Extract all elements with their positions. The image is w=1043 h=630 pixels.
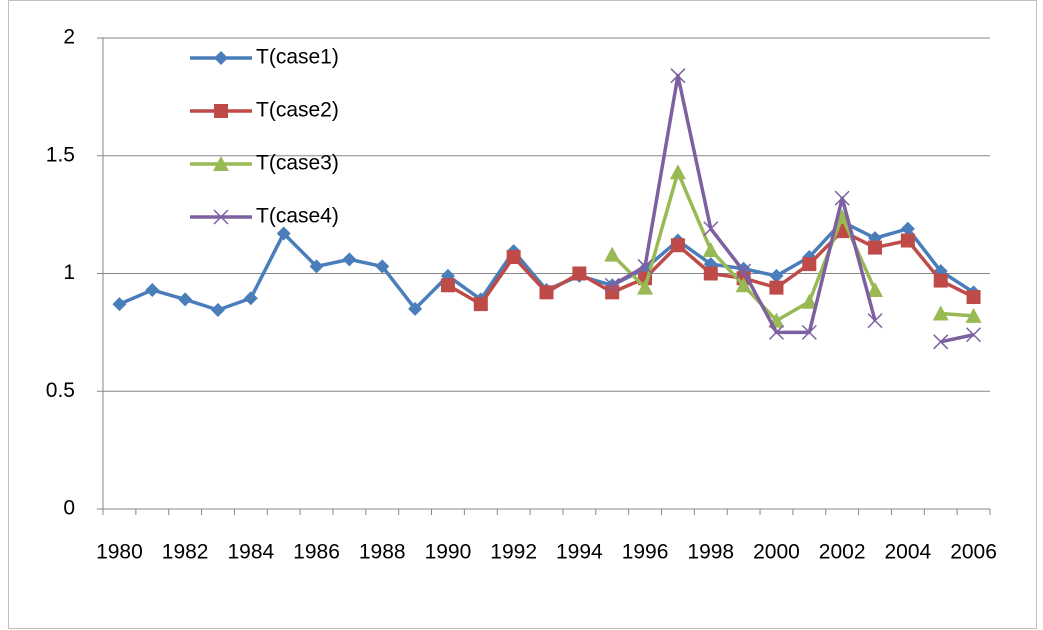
y-tick-label: 0 — [63, 497, 75, 520]
marker — [867, 281, 884, 297]
x-tick-label: 2006 — [950, 541, 997, 564]
marker — [539, 285, 554, 300]
marker — [506, 250, 521, 265]
marker — [178, 292, 193, 307]
legend-label: T(case1) — [256, 46, 339, 69]
marker — [801, 293, 818, 309]
x-tick-label: 2004 — [885, 541, 932, 564]
y-tick-label: 0.5 — [46, 379, 75, 402]
y-tick-label: 1.5 — [46, 143, 75, 166]
x-tick-label: 1998 — [687, 541, 734, 564]
marker — [213, 209, 229, 225]
x-tick-label: 1994 — [556, 541, 603, 564]
marker — [243, 291, 258, 306]
marker — [112, 297, 127, 312]
marker — [375, 259, 390, 274]
marker — [703, 266, 718, 281]
marker — [342, 252, 357, 267]
marker — [214, 51, 228, 65]
marker — [702, 241, 719, 257]
marker — [966, 327, 982, 343]
y-tick-label: 1 — [63, 261, 75, 284]
x-tick-label: 1990 — [425, 541, 472, 564]
x-tick-label: 1984 — [227, 541, 274, 564]
x-tick-label: 2000 — [753, 541, 800, 564]
marker — [868, 240, 883, 255]
chart-frame — [8, 0, 1037, 629]
marker — [703, 221, 719, 237]
x-tick-label: 1992 — [490, 541, 537, 564]
x-tick-label: 1988 — [359, 541, 406, 564]
marker — [637, 279, 654, 295]
marker — [670, 238, 685, 253]
marker — [802, 257, 817, 272]
marker — [145, 282, 160, 297]
marker — [276, 226, 291, 241]
marker — [965, 307, 982, 323]
x-tick-label: 1982 — [162, 541, 209, 564]
marker — [670, 68, 686, 84]
marker — [769, 268, 784, 283]
marker — [933, 334, 949, 350]
marker — [801, 324, 817, 340]
marker — [210, 303, 225, 318]
marker — [637, 258, 653, 274]
y-tick-label: 2 — [63, 26, 75, 49]
marker — [867, 313, 883, 329]
marker — [214, 104, 228, 118]
x-tick-label: 1996 — [622, 541, 669, 564]
x-tick-label: 1980 — [96, 541, 143, 564]
marker — [834, 190, 850, 206]
marker — [213, 156, 229, 171]
marker — [604, 277, 620, 293]
marker — [932, 305, 949, 321]
marker — [408, 301, 423, 316]
marker — [769, 280, 784, 295]
x-tick-label: 2002 — [819, 541, 866, 564]
marker — [572, 266, 587, 281]
marker — [735, 277, 752, 293]
marker — [605, 285, 620, 300]
legend-label: T(case3) — [256, 152, 339, 175]
marker — [309, 259, 324, 274]
marker — [669, 164, 686, 180]
x-tick-label: 1986 — [293, 541, 340, 564]
marker — [604, 246, 621, 262]
marker — [473, 297, 488, 312]
marker — [933, 273, 948, 288]
marker — [900, 221, 915, 236]
marker — [768, 324, 784, 340]
legend-label: T(case4) — [256, 205, 339, 228]
marker — [966, 290, 981, 305]
legend-label: T(case2) — [256, 99, 339, 122]
marker — [900, 233, 915, 248]
marker — [736, 263, 752, 279]
marker — [440, 278, 455, 293]
